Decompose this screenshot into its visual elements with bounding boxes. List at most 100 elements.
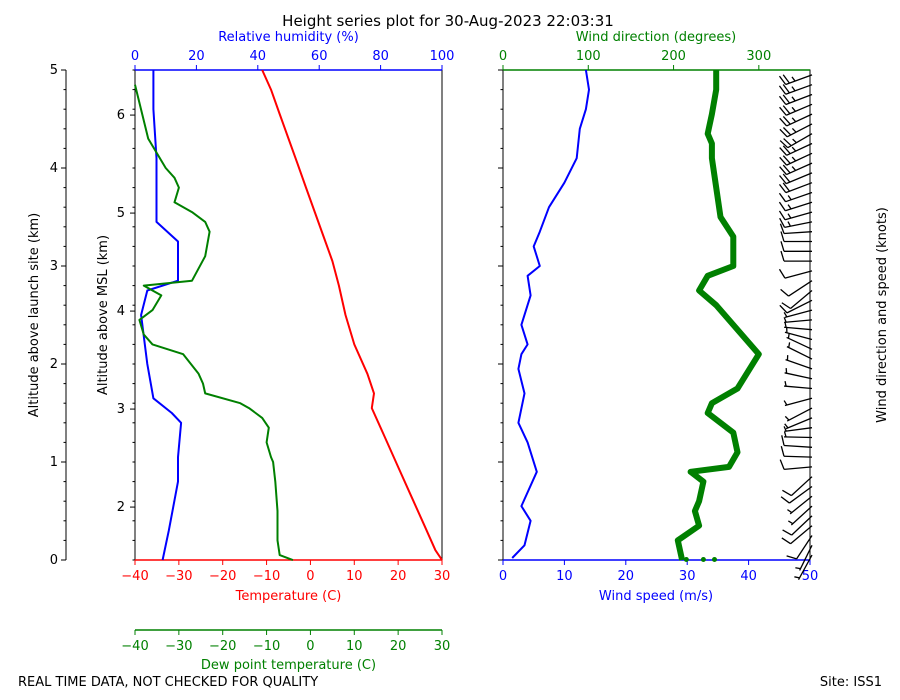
humidity-tick-label: 0 [131,49,139,64]
wind-barb-half-feather [784,423,789,429]
wind-barb-staff [785,191,813,203]
speed-tick-label: 20 [618,569,635,584]
wind-barb-feather [778,183,787,194]
wind-plot-frame [502,69,811,561]
wind-barb-feather [778,201,786,212]
wind-barb-staff [789,485,813,504]
wind-barb-staff [791,515,813,536]
wind-barb-feather [778,268,786,279]
wind-barb-feather [780,288,790,297]
wind-barb-feather [779,156,788,166]
wind-barb-half-feather [783,426,787,432]
wind-barb-feather [778,95,787,105]
wind-barb-staff [786,336,813,350]
dewpoint-tick-label: 10 [346,639,363,654]
wind-barb-feather [779,175,787,185]
wind-barb-staff [784,221,813,229]
wind-barb-half-feather [791,96,796,102]
wind-barb-staff [784,466,813,470]
temperature-tick-label: 30 [434,569,451,584]
wind-barb-half-feather [787,509,793,514]
temperature-axis-label: Temperature (C) [235,589,342,604]
wind-barb-staff [785,201,813,212]
wind-barb-staff [784,444,813,448]
temperature-tick-label: 0 [306,569,314,584]
wind-barb-feather [782,182,791,192]
wind-direction-dot [683,557,689,563]
wind-barb-feather [780,496,790,504]
wind-barb-staff [786,407,813,422]
wind-barb-feather [780,446,785,457]
temperature-tick-label: −40 [121,569,148,584]
dewpoint-tick-label: −10 [253,639,280,654]
wind-barb-half-feather [784,380,787,387]
dewpoint-tick-label: 20 [390,639,407,654]
wind-barb-half-feather [783,431,787,438]
wind-barb-staff [796,535,813,560]
wind-barb-staff [784,397,813,407]
wind-barb-staff [788,280,813,297]
humidity-tick-label: 20 [188,49,205,64]
dewpoint-tick-label: 30 [434,639,451,654]
wind-barb-feather [779,128,788,138]
wind-barb-half-feather [783,312,788,318]
wind-barb-half-feather [787,221,791,227]
wind-barb-feather [779,223,785,234]
outer-altitude-tick-label: 0 [50,553,58,568]
wind-barb-feather [779,140,789,149]
wind-barb-staff [785,74,813,86]
wind-barb-half-feather [794,576,800,579]
wind-barb-feather [779,106,787,116]
wind-barb-feather [782,173,791,183]
site-label: Site: ISS1 [820,675,882,690]
wind-direction-line [674,70,762,561]
wind-barb-staff [785,417,813,430]
wind-barb-feather [779,147,788,156]
direction-tick-label: 100 [576,49,601,64]
thermo-series [134,69,443,561]
temperature-tick-label: 20 [390,569,407,584]
speed-tick-label: 0 [499,569,507,584]
wind-barb-staff [784,326,813,331]
wind-barb-staff [785,172,813,185]
wind-barb-staff [784,231,813,235]
wind-barb-feather [782,116,791,125]
wind-barb-half-feather [787,195,792,201]
wind-barb-staff [785,182,813,194]
wind-barb-half-feather [791,117,797,123]
wind-barb-feather [780,231,785,242]
wind-barb-feather [779,166,787,175]
wind-barb-feather [781,435,785,446]
wind-barb-feather [782,164,791,174]
wind-barb-feather [782,145,791,155]
wind-series [511,69,762,563]
wind-axes: 0 100 200 300 Wind direction (degrees) 0 10 20 3… [498,30,890,604]
wind-barb-half-feather [787,204,792,210]
wind-barb-feather [779,304,788,314]
wind-barb-staff [783,436,813,439]
temperature-tick-label: −30 [165,569,192,584]
wind-barb-feather [778,210,786,221]
figure-title: Height series plot for 30-Aug-2023 22:03… [282,12,614,30]
wind-barb-staff [785,103,813,116]
wind-barb-half-feather [791,86,796,92]
quality-note: REAL TIME DATA, NOT CHECKED FOR QUALITY [18,675,318,690]
wind-barb-feather [782,489,792,497]
wind-barb-feather [781,302,791,310]
wind-barb-staff [786,299,813,314]
wind-barb-half-feather [795,567,801,570]
msl-altitude-tick-label: 5 [117,206,125,221]
thermo-axes: 0 1 2 3 4 5 Altitude above launch site (km) 2 3 4… [27,30,454,673]
thermo-plot-frame [134,69,443,561]
speed-tick-label: 30 [679,569,696,584]
direction-axis-label: Wind direction (degrees) [576,30,736,45]
wind-barb-staff [785,359,813,370]
speed-axis-label: Wind speed (m/s) [599,589,713,604]
temperature-line [261,69,443,561]
wind-barbs [778,74,813,580]
humidity-line [140,70,183,561]
wind-barb-staff [784,309,813,318]
wind-barb-feather [778,192,787,203]
wind-barb-staff [790,505,813,526]
